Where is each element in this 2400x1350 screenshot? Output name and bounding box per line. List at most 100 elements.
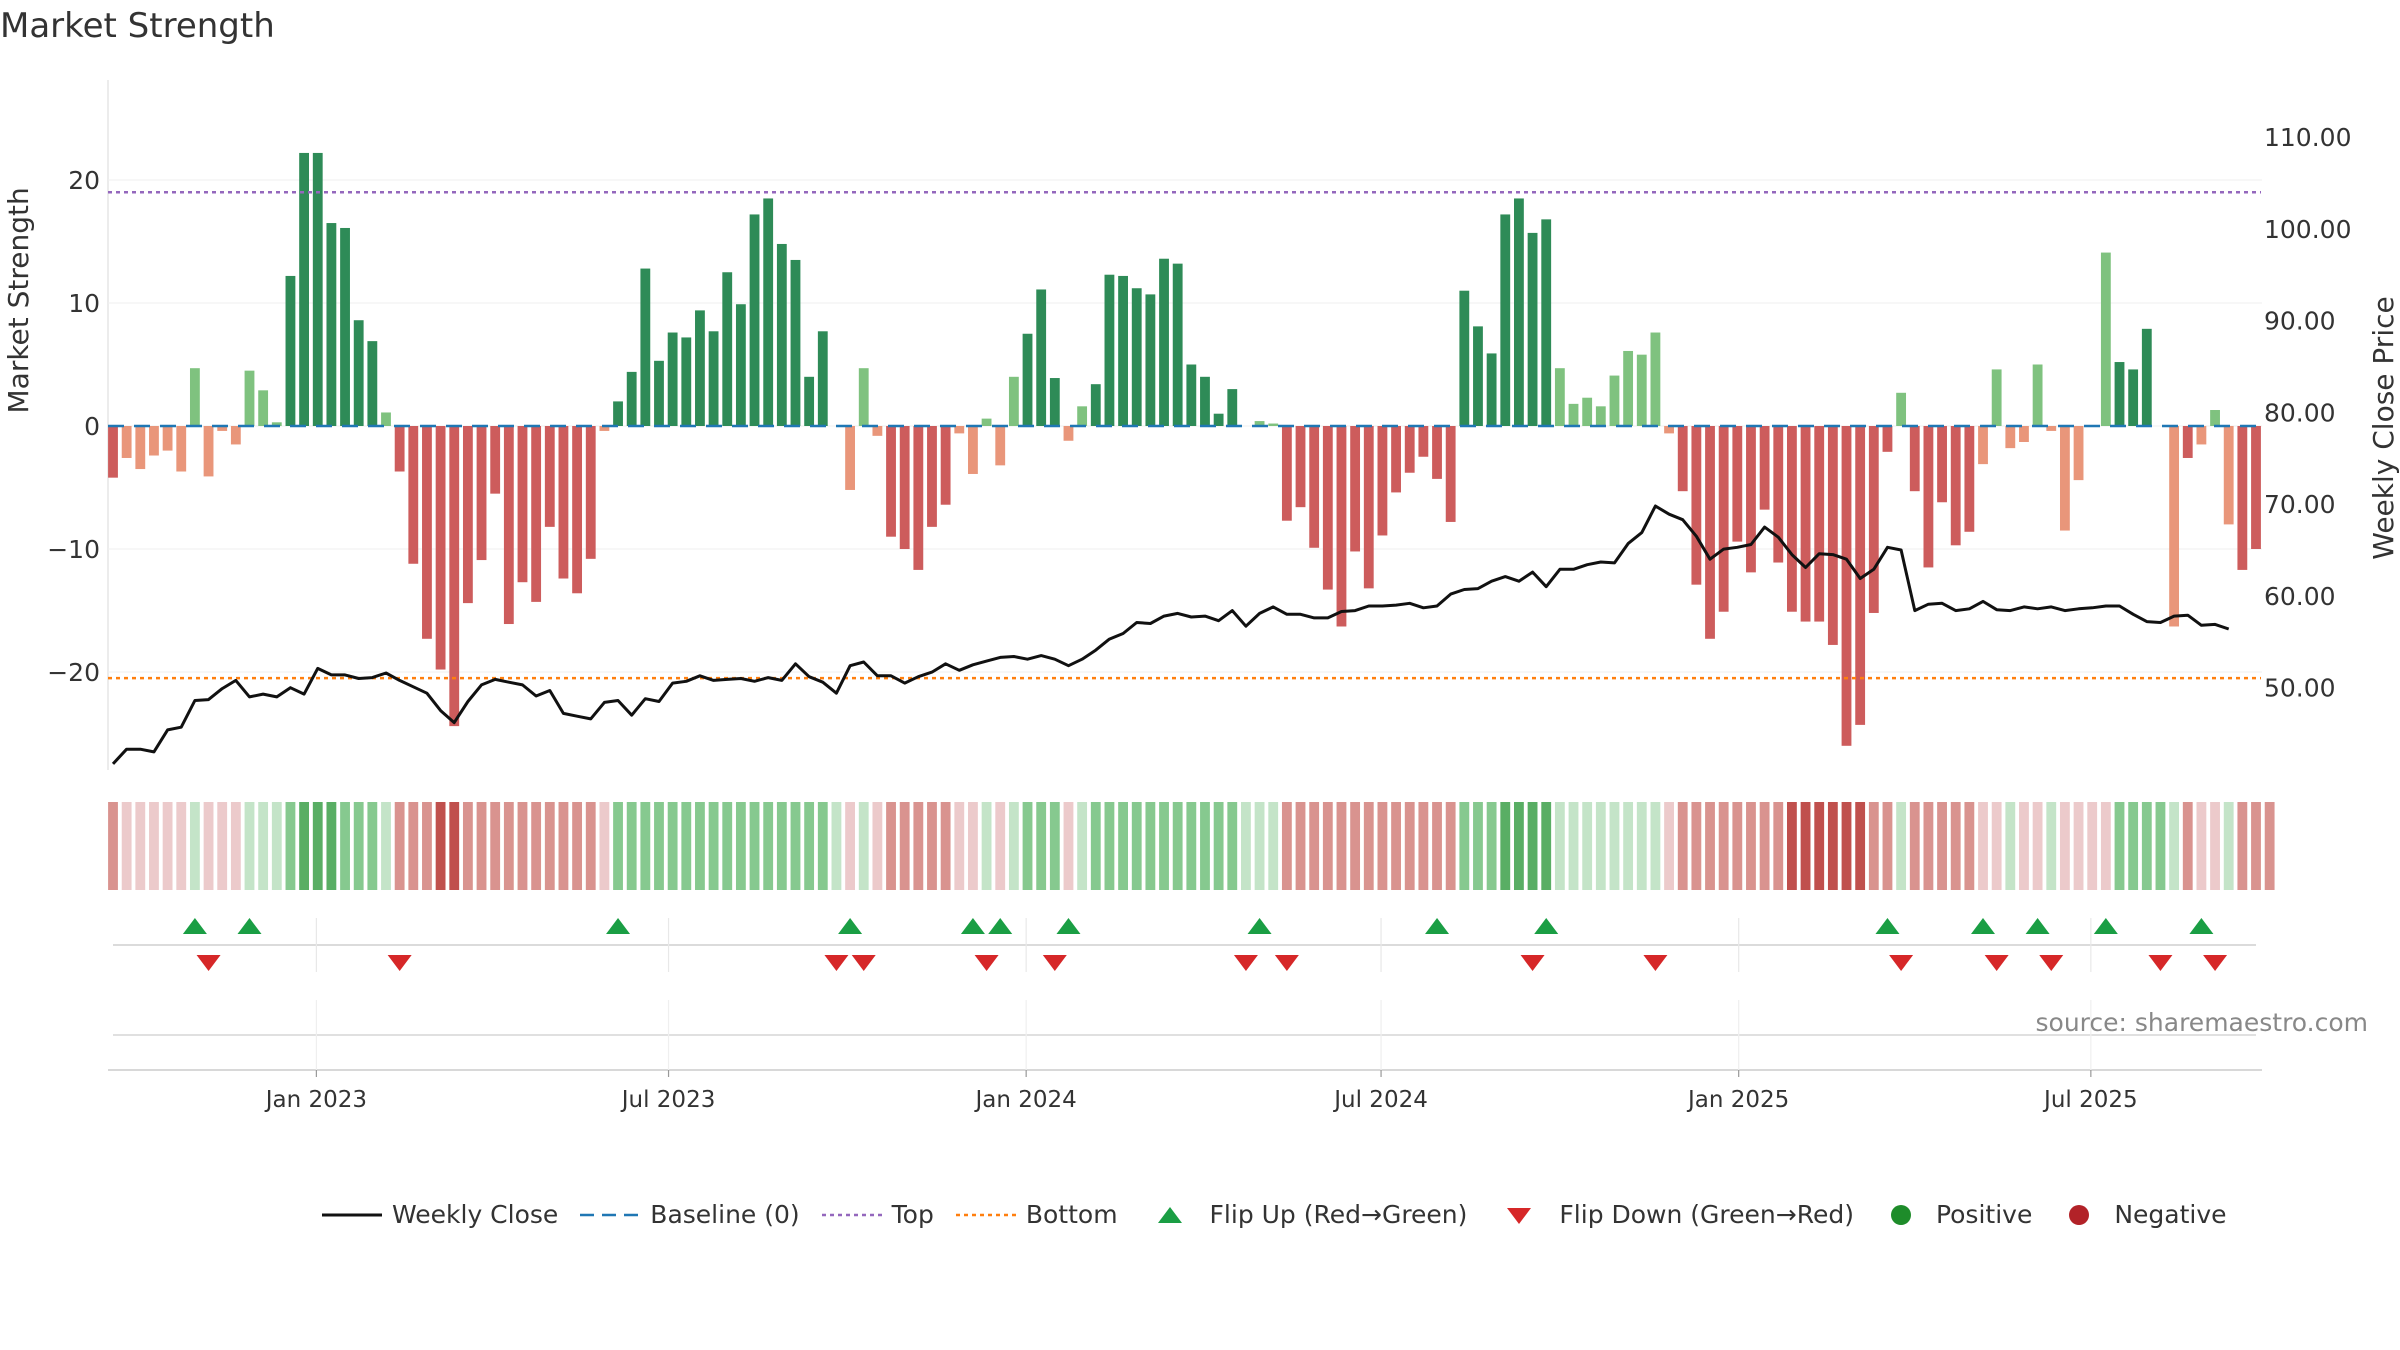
- strength-bar: [1950, 426, 1961, 546]
- strength-bar: [858, 368, 869, 426]
- regime-cell: [271, 802, 282, 890]
- strength-bar: [1213, 413, 1224, 426]
- regime-cell: [2046, 802, 2057, 890]
- strength-bar: [667, 332, 678, 426]
- strength-bar: [1568, 403, 1579, 426]
- regime-cell: [981, 802, 992, 890]
- regime-cell: [1541, 802, 1552, 890]
- regime-cell: [1241, 802, 1251, 890]
- strength-bar: [2073, 426, 2084, 481]
- regime-cell: [1186, 802, 1197, 890]
- regime-cell: [1213, 802, 1224, 890]
- triangle-up-icon: [1157, 1206, 1182, 1223]
- flip-down-marker: [1889, 955, 1914, 971]
- strength-bar: [1077, 406, 1088, 426]
- regime-cell: [872, 802, 883, 890]
- x-tick-label: Jul 2025: [2042, 1087, 2138, 1113]
- regime-cell: [1718, 802, 1729, 890]
- flip-up-marker: [1056, 918, 1081, 934]
- strength-bar: [189, 368, 200, 426]
- regime-cell: [1746, 802, 1756, 890]
- strength-bar: [749, 214, 760, 426]
- regime-cell: [1131, 802, 1142, 890]
- strength-bar: [1896, 392, 1907, 426]
- regime-cell: [1827, 802, 1838, 890]
- y2-tick-label: 70.00: [2264, 490, 2336, 519]
- regime-cell: [2141, 802, 2152, 890]
- regime-cell: [1691, 802, 1702, 890]
- legend-label: Top: [891, 1200, 934, 1229]
- regime-cell: [1732, 802, 1743, 890]
- legend-item-positive: Positive: [1876, 1200, 2032, 1229]
- strength-bar: [845, 426, 855, 490]
- strength-bar: [503, 426, 514, 625]
- strength-bar: [981, 418, 992, 426]
- legend-item-flip-up: Flip Up (Red→Green): [1140, 1200, 1467, 1229]
- strength-bar: [2210, 410, 2220, 426]
- strength-bar: [312, 152, 323, 426]
- strength-bar: [2141, 328, 2152, 426]
- regime-cell: [1868, 802, 1879, 890]
- regime-cell: [817, 802, 828, 890]
- regime-cell: [462, 802, 473, 890]
- flip-down-marker: [1520, 955, 1545, 971]
- strength-bar: [790, 259, 801, 426]
- strength-bar: [1746, 426, 1756, 573]
- strength-bar: [1582, 397, 1593, 426]
- flip-up-marker: [1534, 918, 1559, 934]
- strength-bar: [394, 426, 405, 472]
- regime-cell: [244, 802, 255, 890]
- flip-down-marker: [2203, 955, 2228, 971]
- legend-item-weekly-close: Weekly Close: [322, 1200, 558, 1229]
- strength-bar: [585, 426, 596, 559]
- regime-cell: [831, 802, 842, 890]
- strength-bar: [1322, 426, 1333, 590]
- strength-bar: [804, 376, 815, 426]
- strength-bar: [913, 426, 924, 570]
- legend-label: Weekly Close: [392, 1200, 559, 1229]
- strength-bar: [1459, 290, 1470, 426]
- regime-cell: [1882, 802, 1893, 890]
- strength-bar: [572, 426, 583, 594]
- dotted-line-icon: [955, 1213, 1016, 1216]
- strength-bar: [1268, 423, 1279, 426]
- regime-cell: [1991, 802, 2002, 890]
- page-title: Market Strength: [0, 6, 275, 46]
- y2-tick-label: 50.00: [2264, 674, 2336, 703]
- regime-cell: [1786, 802, 1797, 890]
- flip-down-marker: [1643, 955, 1668, 971]
- regime-cell: [422, 802, 432, 890]
- regime-cell: [531, 802, 542, 890]
- strength-bar: [654, 360, 664, 426]
- regime-cell: [845, 802, 855, 890]
- strength-bar: [1814, 426, 1825, 622]
- strength-bar: [462, 426, 473, 604]
- flip-up-marker: [2093, 918, 2118, 934]
- regime-cell: [1759, 802, 1770, 890]
- strength-bar: [490, 426, 501, 494]
- strength-bar: [258, 390, 269, 426]
- triangle-down-icon: [1507, 1207, 1532, 1224]
- regime-cell: [763, 802, 774, 890]
- strength-bar: [599, 426, 610, 431]
- strength-bar: [1022, 333, 1033, 426]
- regime-cell: [312, 802, 323, 890]
- strength-bar: [1145, 294, 1156, 426]
- flip-down-marker: [1274, 955, 1299, 971]
- regime-cell: [1309, 802, 1320, 890]
- strength-bar: [2100, 252, 2111, 426]
- regime-cell: [1500, 802, 1511, 890]
- regime-cell: [2196, 802, 2207, 890]
- regime-cell: [353, 802, 364, 890]
- strength-bar: [1200, 376, 1210, 426]
- dashed-line-icon: [580, 1213, 641, 1216]
- strength-bar: [1049, 378, 1060, 426]
- strength-bar: [1363, 426, 1374, 589]
- strength-bar: [1554, 368, 1565, 426]
- flip-up-marker: [1425, 918, 1450, 934]
- strength-bar: [340, 227, 350, 426]
- strength-bar: [1882, 426, 1893, 452]
- flip-down-marker: [196, 955, 221, 971]
- strength-bar: [285, 275, 296, 426]
- regime-cell: [1923, 802, 1934, 890]
